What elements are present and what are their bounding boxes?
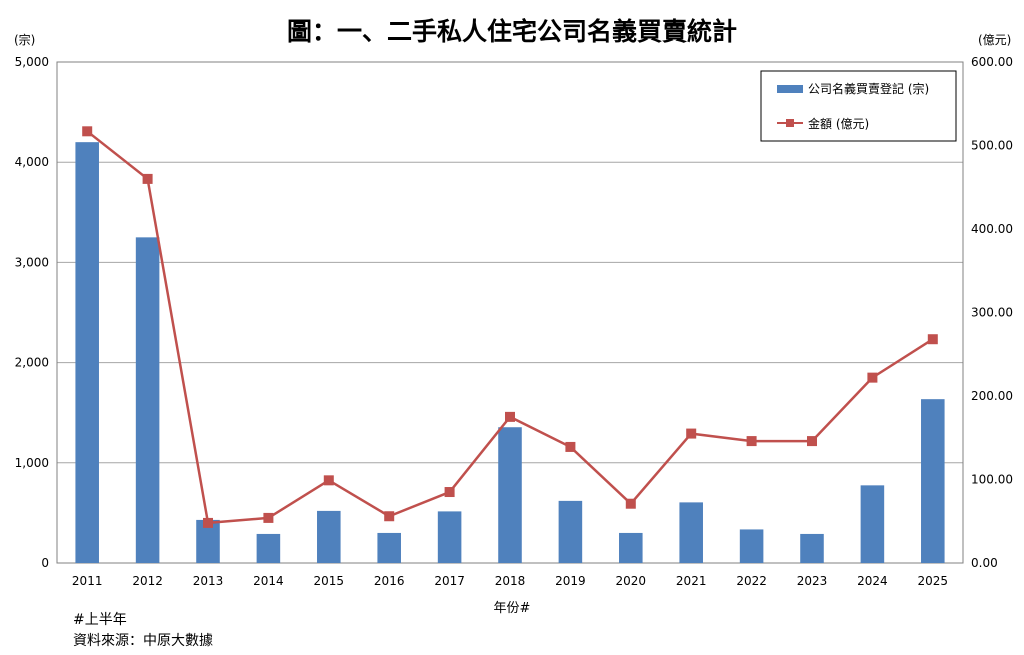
bar-2021 <box>679 502 703 563</box>
x-tick-label: 2022 <box>736 574 767 588</box>
right-tick-label: 200.00 <box>971 389 1013 403</box>
legend-bar-swatch <box>777 85 803 93</box>
x-tick-label: 2017 <box>434 574 465 588</box>
right-tick-label: 400.00 <box>971 222 1013 236</box>
x-axis: 2011 2012 2013 2014 2015 2016 2017 2018 2019 2020… <box>72 574 948 588</box>
right-tick-label: 0.00 <box>971 556 998 570</box>
left-tick-label: 5,000 <box>15 55 49 69</box>
bar-2022 <box>739 529 764 563</box>
legend-box <box>760 70 957 142</box>
x-axis-label: 年份# <box>494 601 531 616</box>
point-2025 <box>927 334 938 345</box>
point-2014 <box>263 512 274 523</box>
bar-2020 <box>619 532 643 563</box>
point-2018 <box>505 411 515 422</box>
legend-line-marker <box>786 119 794 127</box>
bar-2019 <box>558 500 583 563</box>
footnote-source: 資料來源：中原大數據 <box>73 633 213 649</box>
left-tick-label: 0 <box>41 556 49 570</box>
right-tick-label: 300.00 <box>971 306 1013 320</box>
bar-2014 <box>256 533 281 563</box>
footnote-first-half: #上半年 <box>73 612 127 628</box>
x-tick-label: 2023 <box>797 574 828 588</box>
x-tick-label: 2024 <box>857 574 888 588</box>
bar-2023 <box>800 533 824 563</box>
point-2022 <box>746 436 757 447</box>
bar-2025 <box>921 399 945 563</box>
x-tick-label: 2011 <box>72 574 103 588</box>
right-tick-label: 600.00 <box>971 55 1013 69</box>
x-tick-label: 2014 <box>253 574 284 588</box>
bar-2011 <box>75 142 99 563</box>
x-tick-label: 2018 <box>495 574 526 588</box>
line-series <box>82 126 938 528</box>
bar-2016 <box>377 532 401 563</box>
point-2012 <box>142 173 153 184</box>
point-2015 <box>323 475 334 486</box>
x-tick-label: 2025 <box>918 574 949 588</box>
point-2017 <box>444 487 455 498</box>
legend-line-label: 金額 (億元) <box>808 116 869 131</box>
x-tick-label: 2019 <box>555 574 586 588</box>
right-tick-label: 100.00 <box>971 473 1013 487</box>
bar-2018 <box>498 427 522 563</box>
point-2023 <box>807 436 817 447</box>
left-tick-label: 2,000 <box>15 356 49 370</box>
bar-2012 <box>135 237 160 563</box>
legend: 公司名義買賣登記 (宗) 金額 (億元) <box>760 70 957 142</box>
x-tick-label: 2015 <box>314 574 345 588</box>
x-tick-label: 2021 <box>676 574 707 588</box>
left-tick-label: 1,000 <box>15 456 49 470</box>
bar-2017 <box>437 511 462 563</box>
point-2016 <box>384 511 395 522</box>
point-2013 <box>203 517 213 528</box>
point-2021 <box>686 428 697 439</box>
legend-bar-label: 公司名義買賣登記 (宗) <box>808 81 929 96</box>
bar-2024 <box>860 485 885 563</box>
point-2019 <box>565 441 576 452</box>
x-tick-label: 2013 <box>193 574 224 588</box>
chart-title: 圖：一、二手私人住宅公司名義買賣統計 <box>287 17 737 46</box>
point-2024 <box>867 372 878 383</box>
left-tick-label: 4,000 <box>15 155 49 169</box>
right-tick-label: 500.00 <box>971 139 1013 153</box>
x-tick-label: 2016 <box>374 574 405 588</box>
bar-2015 <box>317 510 341 563</box>
x-tick-label: 2012 <box>132 574 163 588</box>
bar-2013 <box>196 519 220 563</box>
left-tick-label: 3,000 <box>15 255 49 269</box>
left-axis: 0 1,000 2,000 3,000 4,000 5,000 <box>15 55 49 570</box>
right-axis-unit: (億元) <box>978 33 1011 47</box>
point-2011 <box>82 126 93 137</box>
bar-series <box>75 142 945 563</box>
point-2020 <box>625 498 636 509</box>
left-axis-unit: (宗) <box>14 32 35 47</box>
x-tick-label: 2020 <box>616 574 647 588</box>
right-axis: 0.00 100.00 200.00 300.00 400.00 500.00 600.00 <box>971 55 1013 570</box>
